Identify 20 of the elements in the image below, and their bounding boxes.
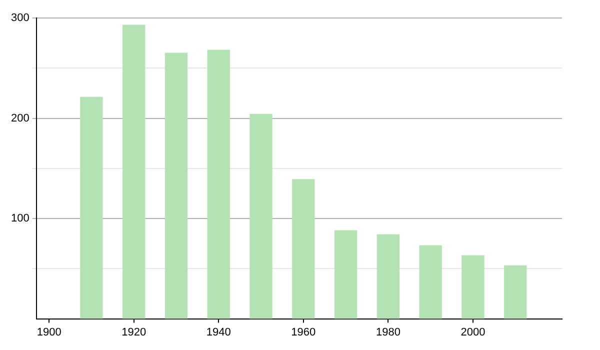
y-tick-label: 100	[10, 212, 30, 225]
bar	[462, 255, 484, 319]
y-tick-label: 200	[10, 112, 30, 124]
x-tick-label: 1960	[291, 326, 316, 338]
x-tick-label: 1920	[122, 326, 146, 338]
x-tick-label: 1980	[376, 326, 400, 338]
bar	[419, 245, 442, 319]
bar	[80, 96, 103, 319]
bar	[164, 52, 188, 319]
y-tick-label: 300	[10, 12, 30, 24]
bar	[122, 24, 146, 319]
bar	[207, 50, 230, 319]
x-tick-label: 2000	[460, 326, 486, 338]
x-tick-label: 1940	[206, 326, 231, 338]
bar	[376, 234, 400, 319]
bar	[334, 230, 358, 319]
bar	[504, 265, 527, 319]
x-tick-label: 1900	[36, 326, 62, 338]
bar	[292, 179, 315, 319]
bar	[250, 114, 272, 319]
